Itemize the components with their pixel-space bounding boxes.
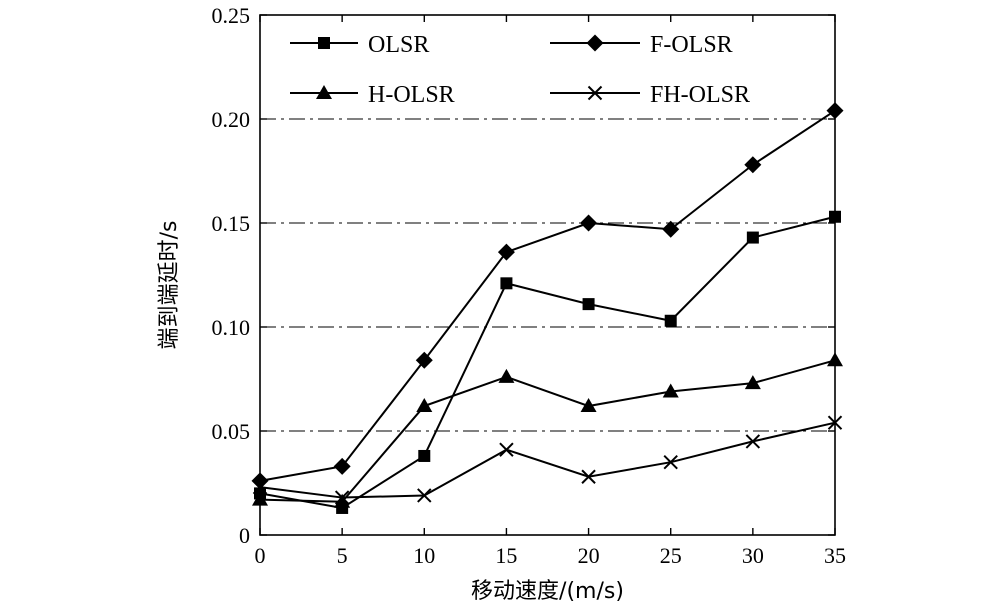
legend-marker-f-olsr: [586, 34, 604, 52]
legend-marker-fh-olsr: [587, 85, 603, 101]
series-olsr: [254, 210, 841, 514]
x-tick-label: 35: [824, 543, 846, 568]
legend-item-f-olsr: F-OLSR: [550, 32, 733, 58]
data-point-olsr: [746, 231, 759, 244]
data-point-fh-olsr: [417, 488, 432, 503]
data-point-h-olsr: [662, 383, 679, 398]
x-tick-label: 30: [742, 543, 764, 568]
data-point-h-olsr: [416, 398, 433, 413]
x-tick-label: 15: [495, 543, 517, 568]
x-tick-label: 20: [578, 543, 600, 568]
legend-label: F-OLSR: [650, 32, 733, 58]
y-tick-label: 0: [239, 523, 250, 548]
legend-item-h-olsr: H-OLSR: [290, 82, 455, 108]
data-point-olsr: [418, 449, 431, 462]
data-point-h-olsr: [744, 375, 761, 390]
data-point-f-olsr: [333, 457, 351, 475]
data-point-f-olsr: [580, 214, 598, 232]
legend-label: FH-OLSR: [650, 82, 750, 108]
data-point-f-olsr: [497, 243, 515, 261]
legend-label: H-OLSR: [368, 82, 455, 108]
data-point-fh-olsr: [663, 454, 678, 470]
data-point-olsr: [664, 314, 677, 327]
legend-marker-h-olsr: [316, 85, 332, 99]
data-point-f-olsr: [744, 156, 762, 174]
legend-item-olsr: OLSR: [290, 32, 429, 58]
data-point-f-olsr: [415, 351, 433, 369]
series-h-olsr: [252, 352, 843, 508]
series-line-fh-olsr: [259, 421, 836, 499]
data-point-h-olsr: [498, 368, 515, 383]
plot-frame: [259, 14, 836, 536]
series-line-h-olsr: [259, 359, 836, 503]
legend-marker-olsr: [318, 37, 330, 49]
x-tick-label: 5: [337, 543, 348, 568]
data-point-h-olsr: [334, 493, 351, 508]
data-point-olsr: [500, 277, 513, 290]
data-point-fh-olsr: [499, 442, 514, 457]
grid-layer: [260, 118, 835, 432]
data-point-olsr: [582, 298, 595, 311]
data-point-olsr: [336, 501, 349, 514]
x-tick-label: 10: [413, 543, 435, 568]
x-tick-label: 25: [660, 543, 682, 568]
series-line-f-olsr: [259, 109, 836, 482]
data-point-fh-olsr: [745, 434, 761, 449]
data-point-h-olsr: [580, 398, 597, 413]
series-layer: [251, 102, 844, 514]
tick-layer: 0 0.05 0.10 0.15 0.20 0.25 0 5 10 15 20 25 30 35: [212, 3, 847, 568]
x-tick-label: 0: [255, 543, 266, 568]
y-tick-label: 0.15: [212, 211, 251, 236]
data-point-fh-olsr: [334, 490, 350, 505]
y-tick-label: 0.05: [212, 419, 251, 444]
y-tick-label: 0.25: [212, 3, 251, 28]
y-tick-label: 0.10: [212, 315, 251, 340]
y-axis-label: 端到端延时/s: [157, 221, 182, 350]
data-point-f-olsr: [662, 220, 680, 238]
legend-label: OLSR: [368, 32, 429, 58]
legend: OLSR F-OLSR H-OLSR FH-OLSR: [290, 32, 750, 108]
series-f-olsr: [251, 102, 844, 490]
legend-item-fh-olsr: FH-OLSR: [550, 82, 750, 108]
x-axis-label: 移动速度/(m/s): [471, 579, 624, 604]
series-line-olsr: [259, 215, 836, 510]
y-tick-label: 0.20: [212, 107, 251, 132]
data-point-fh-olsr: [581, 469, 596, 484]
